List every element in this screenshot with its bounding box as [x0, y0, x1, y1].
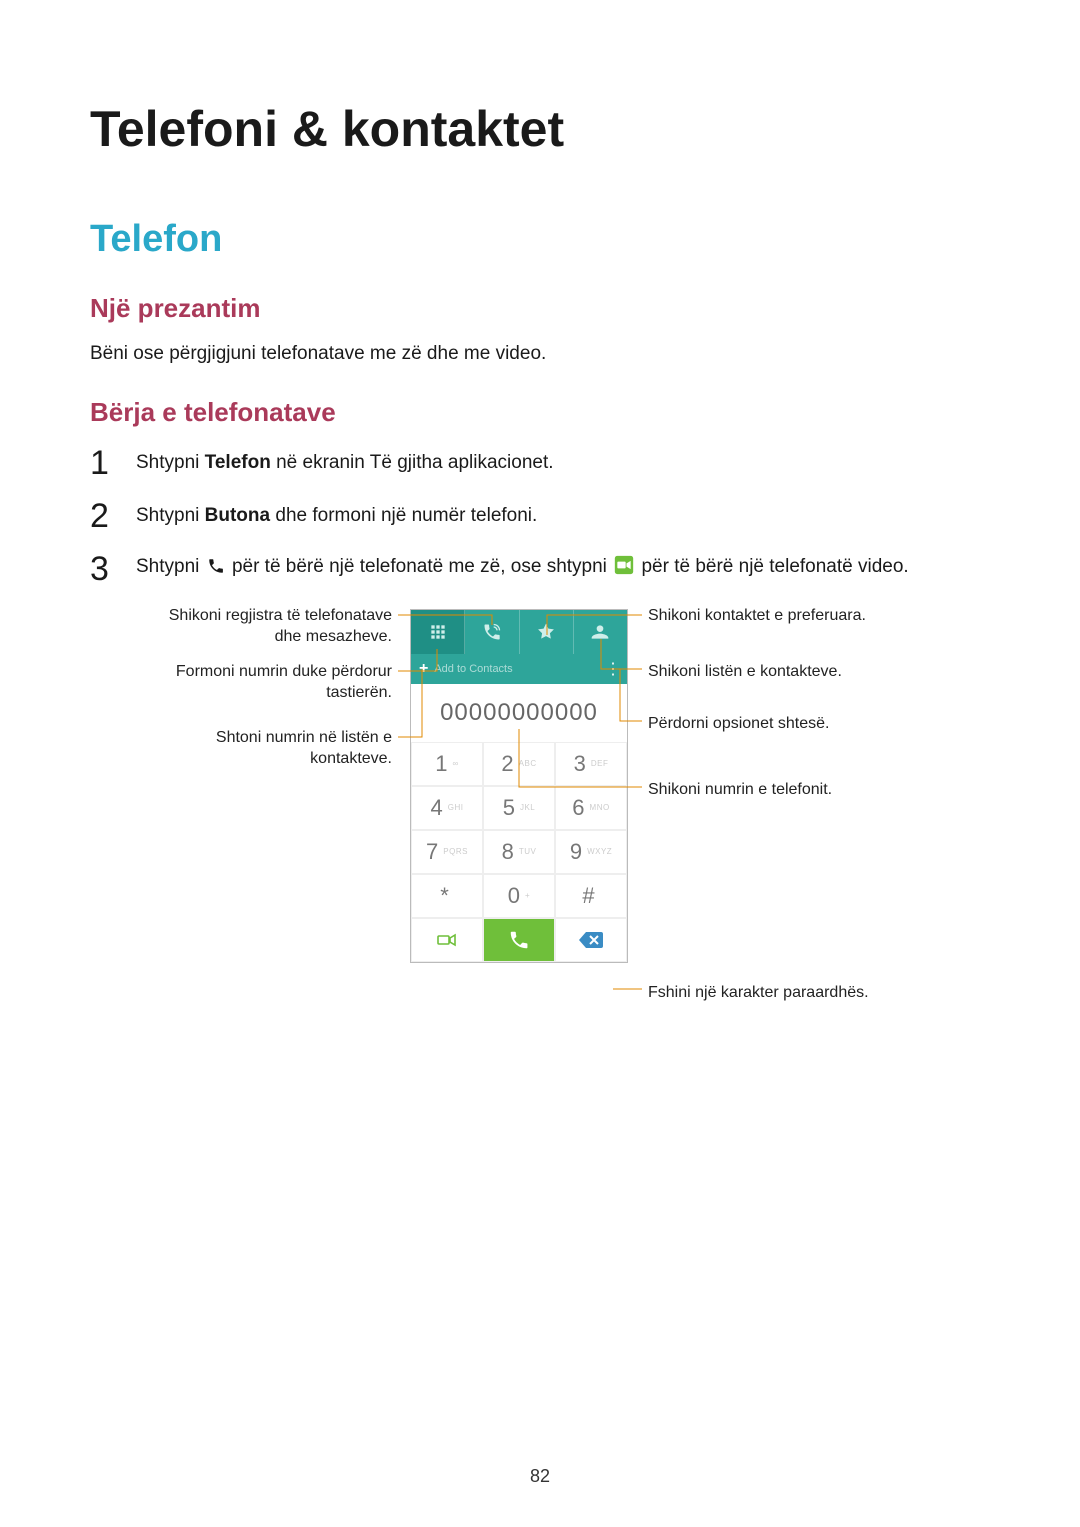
step-text: Shtypni për të bërë një telefonatë me zë… — [136, 554, 909, 584]
text: Shtypni — [136, 505, 205, 526]
step-2: 2 Shtypni Butona dhe formoni një numër t… — [90, 497, 990, 536]
page-number: 82 — [0, 1466, 1080, 1487]
text: në ekranin Të gjitha aplikacionet. — [271, 452, 554, 473]
bold-text: Butona — [205, 505, 270, 526]
text: Shtypni — [136, 556, 205, 577]
video-call-icon — [614, 555, 634, 584]
page-title: Telefoni & kontaktet — [90, 100, 990, 158]
voice-call-icon — [207, 557, 225, 584]
step-number: 3 — [90, 550, 118, 589]
text: Shtypni — [136, 452, 205, 473]
subheading-intro: Një prezantim — [90, 293, 990, 324]
subheading-calls: Bërja e telefonatave — [90, 397, 990, 428]
text: për të bërë një telefonatë video. — [641, 556, 908, 577]
intro-paragraph: Bëni ose përgjigjuni telefonatave me zë … — [90, 340, 990, 369]
section-title: Telefon — [90, 218, 990, 261]
leader-lines — [130, 609, 950, 1059]
text: dhe formoni një numër telefoni. — [270, 505, 537, 526]
text: për të bërë një telefonatë me zë, ose sh… — [232, 556, 612, 577]
step-number: 1 — [90, 444, 118, 483]
step-1: 1 Shtypni Telefon në ekranin Të gjitha a… — [90, 444, 990, 483]
phone-diagram: + Add to Contacts ⋮ 00000000000 1∞2ABC3D… — [130, 609, 950, 1059]
step-3: 3 Shtypni për të bërë një telefonatë me … — [90, 550, 990, 589]
step-text: Shtypni Telefon në ekranin Të gjitha apl… — [136, 450, 554, 477]
step-text: Shtypni Butona dhe formoni një numër tel… — [136, 503, 537, 530]
step-number: 2 — [90, 497, 118, 536]
bold-text: Telefon — [205, 452, 271, 473]
